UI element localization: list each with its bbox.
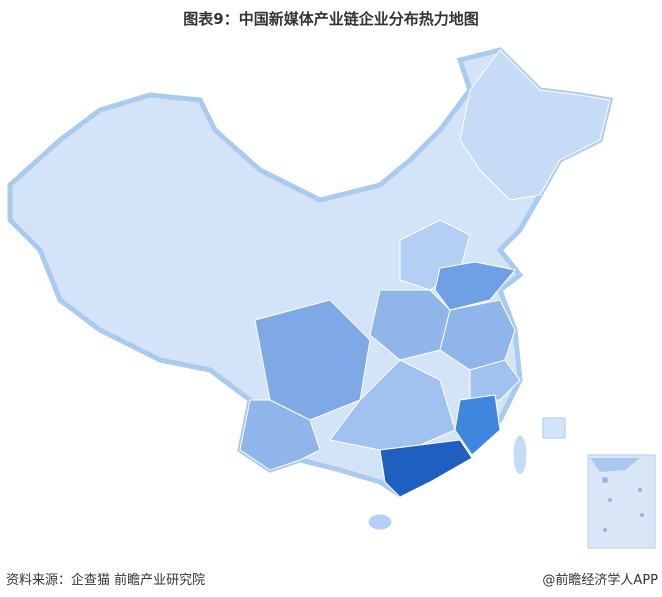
chart-title: 图表9：中国新媒体产业链企业分布热力地图 — [183, 10, 479, 28]
credit-note: @前瞻经济学人APP — [542, 573, 658, 588]
region-southwest — [239, 399, 321, 471]
region-south-central — [329, 359, 456, 451]
region-taiwan — [512, 434, 528, 476]
region-islands-box — [542, 417, 566, 439]
region-guangdong — [379, 439, 473, 498]
china-heat-map — [7, 47, 656, 549]
region-fujian — [454, 394, 501, 456]
region-shandong — [434, 261, 516, 311]
region-northeast — [459, 49, 611, 201]
source-note: 资料来源：企查猫 前瞻产业研究院 — [6, 573, 206, 588]
south-china-sea-inset — [587, 454, 656, 549]
region-east-coast — [469, 359, 521, 401]
region-hainan — [367, 513, 393, 531]
